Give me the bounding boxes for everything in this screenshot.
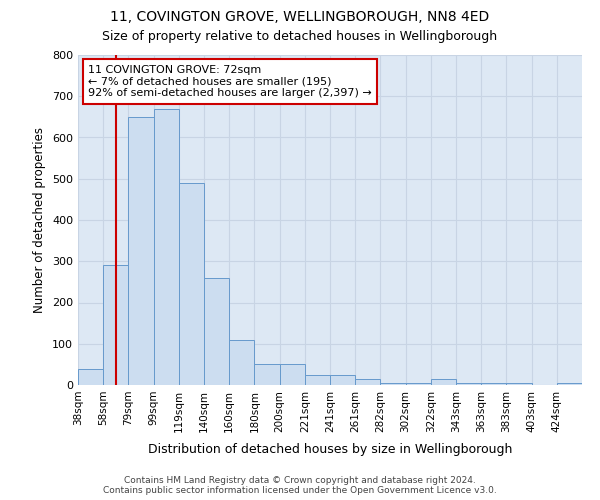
- Bar: [179, 183, 204, 385]
- Bar: [380, 383, 406, 385]
- Bar: [406, 383, 431, 385]
- Bar: [78, 368, 103, 385]
- Bar: [305, 374, 330, 385]
- Bar: [481, 383, 506, 385]
- Bar: [128, 117, 154, 385]
- Bar: [280, 364, 305, 385]
- Bar: [355, 379, 380, 385]
- Bar: [254, 364, 280, 385]
- Bar: [154, 108, 179, 385]
- Text: 11, COVINGTON GROVE, WELLINGBOROUGH, NN8 4ED: 11, COVINGTON GROVE, WELLINGBOROUGH, NN8…: [110, 10, 490, 24]
- Text: 11 COVINGTON GROVE: 72sqm
← 7% of detached houses are smaller (195)
92% of semi-: 11 COVINGTON GROVE: 72sqm ← 7% of detach…: [88, 65, 372, 98]
- Bar: [431, 379, 456, 385]
- Text: Contains HM Land Registry data © Crown copyright and database right 2024.
Contai: Contains HM Land Registry data © Crown c…: [103, 476, 497, 495]
- Bar: [456, 383, 481, 385]
- Text: Size of property relative to detached houses in Wellingborough: Size of property relative to detached ho…: [103, 30, 497, 43]
- Y-axis label: Number of detached properties: Number of detached properties: [34, 127, 46, 313]
- X-axis label: Distribution of detached houses by size in Wellingborough: Distribution of detached houses by size …: [148, 443, 512, 456]
- Bar: [330, 374, 355, 385]
- Bar: [103, 266, 128, 385]
- Bar: [557, 383, 582, 385]
- Bar: [204, 278, 229, 385]
- Bar: [229, 340, 254, 385]
- Bar: [506, 383, 532, 385]
